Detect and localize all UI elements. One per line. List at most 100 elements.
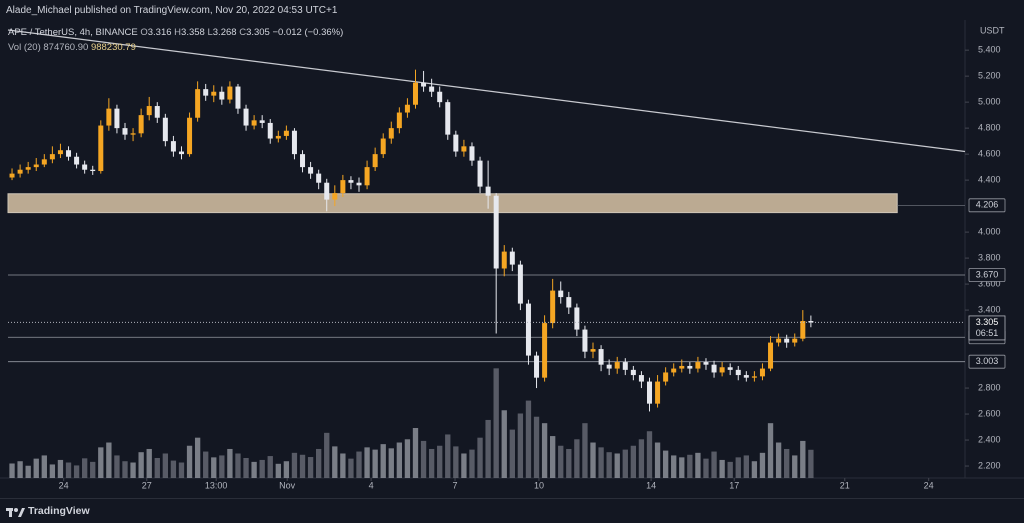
last-price-box bbox=[968, 315, 1006, 341]
volume-bar bbox=[671, 455, 677, 478]
volume-bar bbox=[162, 453, 169, 478]
candle-body bbox=[614, 362, 620, 369]
volume-bar bbox=[57, 459, 64, 478]
volume-bar bbox=[727, 461, 733, 478]
candle-body bbox=[800, 321, 806, 339]
volume-bar bbox=[356, 451, 362, 478]
candle-body bbox=[170, 141, 176, 152]
y-tick-label: 4.400 bbox=[978, 174, 1001, 184]
candle-body bbox=[49, 154, 55, 160]
candle-body bbox=[412, 82, 418, 105]
volume-bar bbox=[646, 431, 653, 478]
candle-body bbox=[372, 154, 378, 168]
candle-body bbox=[469, 146, 475, 161]
level-label: 3.003 bbox=[976, 356, 999, 366]
candle-body bbox=[638, 375, 644, 382]
trendline bbox=[7, 29, 966, 153]
candle-body bbox=[90, 169, 96, 172]
volume-bar bbox=[590, 442, 596, 478]
candle-body bbox=[719, 367, 725, 373]
candle-body bbox=[566, 297, 572, 308]
candle-body bbox=[138, 115, 144, 134]
ohlc-key: H bbox=[174, 27, 182, 38]
candle-body bbox=[187, 117, 193, 155]
candle-body bbox=[776, 338, 782, 343]
candle-body bbox=[33, 164, 39, 168]
candle-body bbox=[275, 135, 281, 139]
candle-body bbox=[195, 89, 201, 118]
candle-body bbox=[461, 146, 467, 152]
x-tick-label: 24 bbox=[924, 480, 934, 490]
x-tick-label: 4 bbox=[369, 480, 374, 490]
level-label-box bbox=[968, 268, 1006, 282]
candle-body bbox=[356, 182, 362, 186]
candle-body bbox=[550, 290, 556, 324]
volume-bar bbox=[267, 456, 273, 478]
volume-bar bbox=[461, 453, 467, 478]
candle-body bbox=[106, 108, 112, 126]
candle-body bbox=[316, 173, 322, 183]
candle-body bbox=[429, 86, 435, 92]
candle-body bbox=[66, 150, 72, 157]
volume-bar bbox=[767, 423, 774, 478]
volume-bar bbox=[703, 458, 709, 478]
volume-bar bbox=[517, 413, 524, 478]
volume-bar bbox=[509, 429, 515, 478]
candle-body bbox=[162, 117, 168, 142]
volume-bar bbox=[428, 448, 435, 478]
volume-title: Vol (20) bbox=[8, 42, 41, 53]
candle-body bbox=[235, 86, 241, 109]
candle-body bbox=[57, 150, 63, 155]
volume-bar bbox=[178, 462, 185, 478]
volume-bar bbox=[638, 439, 645, 478]
volume-bar bbox=[759, 452, 766, 478]
candle-body bbox=[453, 134, 459, 152]
volume-bar bbox=[598, 447, 604, 478]
candle-body bbox=[542, 323, 548, 378]
candle-body bbox=[574, 307, 580, 330]
volume-ma: 988230.79 bbox=[90, 42, 136, 53]
volume-bar bbox=[445, 434, 451, 478]
volume-bar bbox=[90, 461, 96, 478]
publisher: Alade_Michael published on TradingView.c… bbox=[6, 5, 338, 16]
volume-bar bbox=[170, 460, 177, 478]
ohlc-value: 3.268 bbox=[212, 27, 237, 38]
brand: TradingView bbox=[28, 505, 90, 517]
volume-bar bbox=[550, 436, 556, 478]
volume-bar bbox=[485, 419, 491, 478]
candle-body bbox=[509, 251, 515, 265]
volume-bar bbox=[332, 446, 338, 478]
volume-bar bbox=[49, 464, 56, 478]
ohlc-value: 3.316 bbox=[147, 27, 172, 38]
candle-body bbox=[679, 365, 685, 369]
volume-bar bbox=[800, 440, 806, 478]
candle-body bbox=[525, 303, 531, 356]
x-tick-label: Nov bbox=[279, 480, 296, 490]
volume-bar bbox=[784, 448, 790, 478]
candle-body bbox=[211, 91, 217, 96]
zone-label: 4.206 bbox=[976, 200, 999, 210]
volume-bar bbox=[259, 459, 265, 478]
candle-body bbox=[291, 130, 297, 155]
volume-bar bbox=[81, 458, 88, 478]
volume-bar bbox=[614, 453, 620, 478]
candle-body bbox=[267, 122, 273, 139]
y-tick-label: 2.800 bbox=[978, 382, 1001, 392]
volume-bar bbox=[679, 457, 685, 478]
candle-body bbox=[114, 108, 120, 129]
candle-body bbox=[590, 349, 596, 352]
volume-bar bbox=[17, 461, 23, 478]
volume-bar bbox=[33, 458, 39, 478]
volume-bar bbox=[122, 461, 128, 478]
volume-bar bbox=[719, 459, 725, 478]
volume-bar bbox=[412, 428, 419, 478]
logo bbox=[6, 508, 25, 517]
volume-bar bbox=[477, 437, 483, 478]
volume-bar bbox=[695, 452, 701, 478]
volume-bar bbox=[396, 442, 403, 478]
candle-body bbox=[25, 167, 31, 170]
volume-bar bbox=[469, 449, 475, 478]
candle-body bbox=[388, 128, 394, 139]
ohlc-key: L bbox=[207, 27, 213, 38]
